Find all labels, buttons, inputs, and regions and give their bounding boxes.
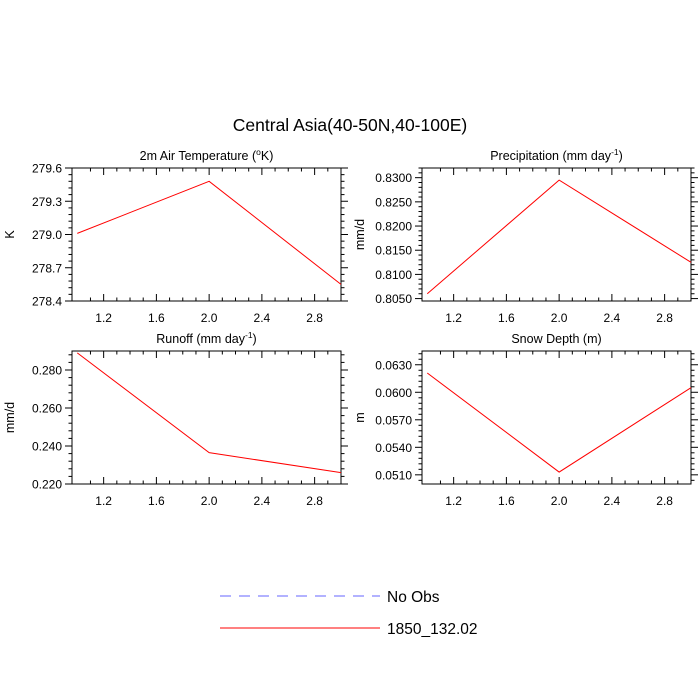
- runoff-title-tail: ): [253, 332, 257, 346]
- panel-snow-depth: Snow Depth (m) m 1.2 1.6 2.0 2.4 2.8 0.0510 0.05…: [353, 332, 698, 508]
- snow-depth-xtick-label: 1.2: [445, 494, 462, 508]
- runoff-xtick-label: 2.4: [254, 494, 271, 508]
- runoff-title-main: Runoff (mm day: [156, 332, 245, 346]
- precipitation-ytick-label: 0.8150: [375, 244, 412, 258]
- runoff-title: Runoff (mm day-1): [156, 330, 256, 346]
- air-temperature-title-tail: K): [261, 149, 274, 163]
- air-temperature-xtick-label: 1.6: [148, 311, 165, 325]
- runoff-xtick-label: 1.2: [95, 494, 112, 508]
- air-temperature-ytick-label: 279.6: [32, 162, 62, 176]
- runoff-xtick-label: 2.8: [306, 494, 323, 508]
- precipitation-title-sup: -1: [611, 147, 619, 157]
- precipitation-xtick-label: 1.6: [498, 311, 515, 325]
- air-temperature-ytick-label: 278.7: [32, 261, 62, 275]
- precipitation-xtick-label: 2.4: [604, 311, 621, 325]
- figure-title: Central Asia(40-50N,40-100E): [233, 115, 467, 135]
- air-temperature-xtick-label: 2.0: [201, 311, 218, 325]
- snow-depth-xtick-label: 2.0: [551, 494, 568, 508]
- legend-label-1850: 1850_132.02: [387, 621, 478, 638]
- precipitation-ylabel: mm/d: [353, 219, 367, 250]
- air-temperature-title: 2m Air Temperature (oK): [140, 147, 274, 163]
- legend-label-no-obs: No Obs: [387, 589, 440, 606]
- snow-depth-title: Snow Depth (m): [511, 332, 601, 346]
- precipitation-xtick-label: 2.8: [656, 311, 673, 325]
- runoff-ytick-label: 0.240: [32, 440, 62, 454]
- runoff-xtick-label: 2.0: [201, 494, 218, 508]
- runoff-xtick-label: 1.6: [148, 494, 165, 508]
- precipitation-ytick-label: 0.8050: [375, 292, 412, 306]
- runoff-ytick-label: 0.220: [32, 478, 62, 492]
- precipitation-title-main: Precipitation (mm day: [490, 149, 612, 163]
- snow-depth-xtick-label: 1.6: [498, 494, 515, 508]
- legend: No Obs 1850_132.02: [220, 589, 478, 638]
- precipitation-ytick-label: 0.8200: [375, 220, 412, 234]
- precipitation-title: Precipitation (mm day-1): [490, 147, 623, 163]
- snow-depth-frame: [421, 350, 692, 485]
- snow-depth-xtick-label: 2.8: [656, 494, 673, 508]
- snow-depth-ylabel: m: [353, 412, 367, 422]
- runoff-ytick-label: 0.280: [32, 364, 62, 378]
- precipitation-ytick-label: 0.8250: [375, 195, 412, 209]
- air-temperature-ytick-label: 279.3: [32, 195, 62, 209]
- air-temperature-series-line: [77, 180, 342, 285]
- precipitation-ytick-label: 0.8300: [375, 171, 412, 185]
- precipitation-series-line: [426, 179, 692, 295]
- snow-depth-title-main: Snow Depth (m): [511, 332, 601, 346]
- snow-depth-ytick-label: 0.0600: [375, 386, 412, 400]
- precipitation-title-tail: ): [619, 149, 623, 163]
- air-temperature-xtick-label: 1.2: [95, 311, 112, 325]
- snow-depth-ytick-label: 0.0630: [375, 358, 412, 372]
- runoff-title-sup: -1: [245, 330, 253, 340]
- air-temperature-ytick-label: 278.4: [32, 295, 62, 309]
- snow-depth-ytick-label: 0.0540: [375, 441, 412, 455]
- runoff-frame: [71, 350, 342, 485]
- panel-precipitation: Precipitation (mm day-1) mm/d 1.2 1.6 2.0 2.4…: [353, 147, 698, 325]
- panel-air-temperature: 2m Air Temperature (oK) K 1.2 1.6 2.0 2.4 2.8 2…: [3, 147, 348, 325]
- precipitation-frame: [421, 167, 692, 302]
- runoff-ytick-label: 0.260: [32, 402, 62, 416]
- snow-depth-ytick-label: 0.0510: [375, 468, 412, 482]
- runoff-series-line: [76, 352, 342, 474]
- air-temperature-title-main: 2m Air Temperature (: [140, 149, 257, 163]
- air-temperature-ytick-label: 279.0: [32, 228, 62, 242]
- precipitation-ytick-label: 0.8100: [375, 268, 412, 282]
- air-temperature-xtick-label: 2.8: [306, 311, 323, 325]
- snow-depth-ytick-label: 0.0570: [375, 413, 412, 427]
- runoff-ylabel: mm/d: [3, 402, 17, 433]
- air-temperature-xtick-label: 2.4: [254, 311, 271, 325]
- precipitation-xtick-label: 2.0: [551, 311, 568, 325]
- panel-runoff: Runoff (mm day-1) mm/d 1.2 1.6 2.0 2.4 2.8 0.22…: [3, 330, 348, 508]
- snow-depth-xtick-label: 2.4: [604, 494, 621, 508]
- snow-depth-series-line: [426, 372, 692, 473]
- air-temperature-frame: [71, 167, 342, 302]
- air-temperature-title-sup: o: [256, 147, 261, 157]
- air-temperature-ylabel: K: [3, 230, 17, 239]
- precipitation-xtick-label: 1.2: [445, 311, 462, 325]
